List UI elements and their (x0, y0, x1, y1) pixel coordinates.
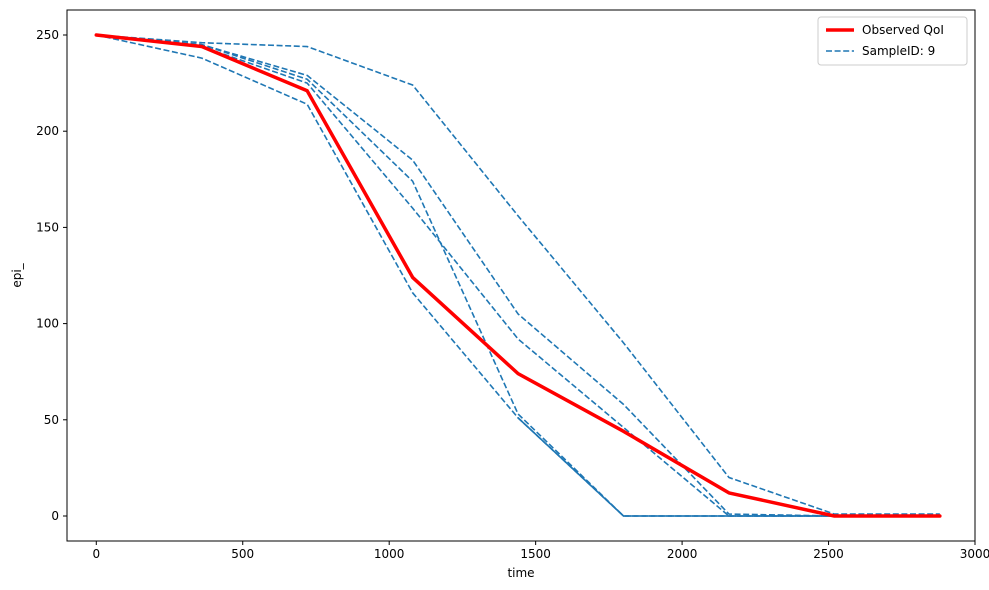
legend-label-sample: SampleID: 9 (862, 44, 935, 58)
series-line-2 (96, 34, 940, 515)
y-tick-label: 100 (36, 317, 59, 331)
plot-frame (66, 9, 976, 542)
x-tick-label: 1500 (520, 547, 551, 561)
legend-label-observed-qoi: Observed QoI (862, 23, 944, 37)
x-tick-label: 2500 (813, 547, 844, 561)
x-tick-label: 3000 (960, 547, 989, 561)
y-tick-label: 0 (51, 509, 59, 523)
y-axis: 0 50 100 150 200 250 (36, 28, 67, 523)
x-tick-label: 1000 (374, 547, 405, 561)
y-tick-label: 200 (36, 124, 59, 138)
legend: Observed QoI SampleID: 9 (817, 16, 968, 66)
x-axis-label: time (507, 566, 534, 580)
series-line-0 (94, 33, 942, 518)
x-axis: 0 500 1000 1500 2000 2500 3000 (92, 541, 989, 561)
x-tick-label: 500 (231, 547, 254, 561)
x-tick-label: 0 (92, 547, 100, 561)
y-tick-label: 150 (36, 220, 59, 234)
y-axis-label: epi_ (10, 262, 24, 287)
legend-box (817, 16, 968, 66)
x-tick-label: 2000 (667, 547, 698, 561)
y-tick-label: 250 (36, 28, 59, 42)
series-layer (94, 33, 942, 518)
y-tick-label: 50 (44, 413, 59, 427)
